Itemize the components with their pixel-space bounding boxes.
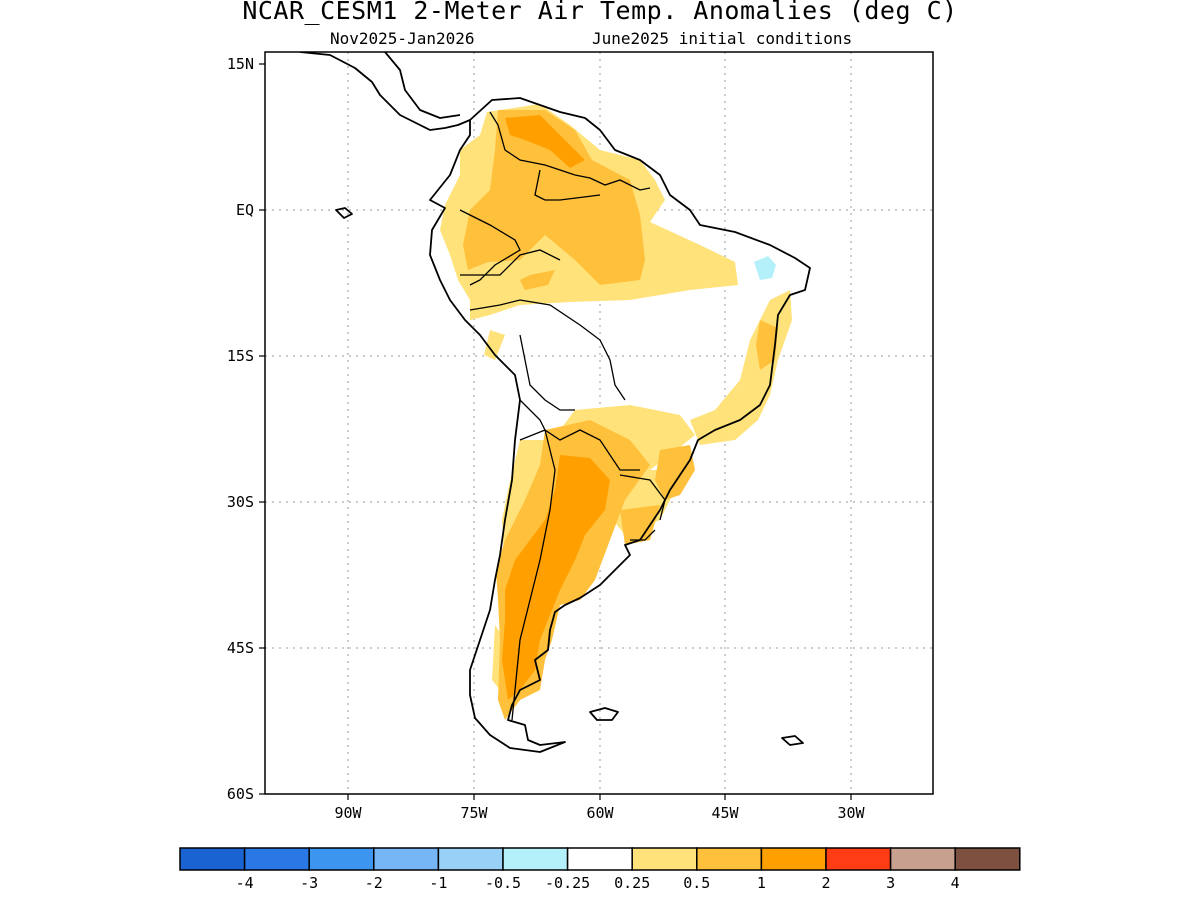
- axis-ticks: [259, 63, 852, 800]
- colorbar-box: [179, 847, 246, 871]
- colorbar-box: [243, 847, 310, 871]
- colorbar-label: 0.5: [683, 874, 710, 892]
- colorbar-labels: -4 -3 -2 -1 -0.5 -0.25 0.25 0.5 1 2 3 4: [236, 874, 960, 892]
- central-america-outline: [299, 52, 471, 131]
- initial-conditions: June2025 initial conditions: [592, 29, 853, 48]
- colorbar-box: [760, 847, 827, 871]
- country-borders: [459, 111, 666, 721]
- lat-label: EQ: [236, 201, 254, 219]
- forecast-period: Nov2025-Jan2026: [330, 29, 475, 48]
- colorbar-label: -3: [300, 874, 318, 892]
- anomaly-band-1-2: [502, 115, 610, 700]
- colorbar-boxes: [179, 847, 1021, 871]
- colorbar-label: -0.25: [545, 874, 590, 892]
- colorbar-label: 0.25: [614, 874, 650, 892]
- colorbar-box: [373, 847, 440, 871]
- lat-label: 15N: [227, 55, 254, 73]
- lat-label: 30S: [227, 493, 254, 511]
- colorbar-label: 4: [951, 874, 960, 892]
- lat-label: 45S: [227, 639, 254, 657]
- lat-label: 60S: [227, 785, 254, 803]
- lat-labels: 15N EQ 15S 30S 45S 60S: [227, 55, 254, 803]
- map-title: NCAR_CESM1 2-Meter Air Temp. Anomalies (…: [242, 0, 958, 25]
- lon-label: 60W: [586, 804, 614, 822]
- colorbar-box: [566, 847, 633, 871]
- coastlines: [299, 52, 811, 753]
- colorbar-box: [696, 847, 763, 871]
- galapagos: [335, 207, 353, 219]
- colorbar-box: [825, 847, 892, 871]
- colorbar-box: [502, 847, 569, 871]
- colorbar-label: 3: [886, 874, 895, 892]
- colorbar-label: -0.5: [485, 874, 521, 892]
- central-america-north-coast: [384, 52, 461, 119]
- lon-label: 30W: [837, 804, 865, 822]
- lon-label: 45W: [711, 804, 739, 822]
- colorbar-label: -2: [365, 874, 383, 892]
- colorbar-label: 2: [821, 874, 830, 892]
- anomaly-band-neg-0.25: [754, 256, 776, 280]
- falkland-islands: [589, 707, 619, 721]
- colorbar-box: [437, 847, 504, 871]
- colorbar-label: -1: [429, 874, 447, 892]
- south-america-outline: [429, 97, 811, 753]
- map-frame: [264, 51, 934, 795]
- south-georgia: [781, 735, 804, 746]
- colorbar-label: -4: [236, 874, 254, 892]
- colorbar-box: [631, 847, 698, 871]
- colorbar-label: 1: [757, 874, 766, 892]
- colorbar-box: [308, 847, 375, 871]
- colorbar-box: [954, 847, 1021, 871]
- lon-labels: 90W 75W 60W 45W 30W: [334, 804, 865, 822]
- colorbar-box: [889, 847, 956, 871]
- lon-label: 75W: [460, 804, 488, 822]
- lat-label: 15S: [227, 347, 254, 365]
- lon-label: 90W: [334, 804, 362, 822]
